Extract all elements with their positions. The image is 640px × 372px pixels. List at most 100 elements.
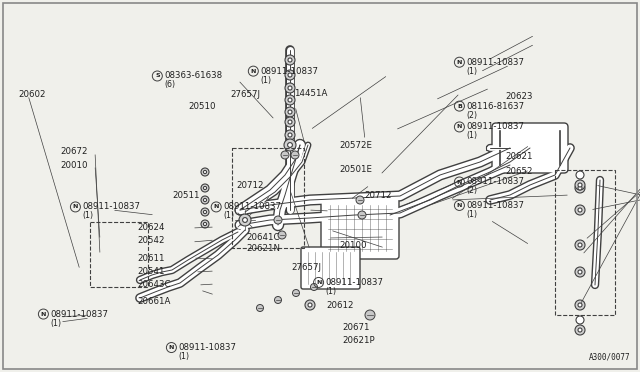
Circle shape: [578, 243, 582, 247]
Text: (1): (1): [179, 352, 189, 361]
Text: (6): (6): [164, 80, 175, 90]
Circle shape: [576, 171, 584, 179]
Circle shape: [578, 186, 582, 190]
Text: 20572E: 20572E: [339, 141, 372, 150]
Text: N: N: [214, 205, 219, 209]
Circle shape: [201, 208, 209, 216]
Text: 20661A: 20661A: [138, 297, 171, 306]
Circle shape: [285, 130, 295, 140]
Circle shape: [285, 55, 295, 65]
Text: (1): (1): [467, 210, 477, 219]
Circle shape: [204, 198, 207, 202]
Text: 27657J: 27657J: [291, 263, 321, 272]
Circle shape: [285, 95, 295, 105]
Circle shape: [305, 300, 315, 310]
Text: 27657J: 27657J: [230, 90, 260, 99]
Text: N: N: [251, 69, 256, 74]
Circle shape: [201, 220, 209, 228]
Circle shape: [243, 218, 248, 222]
Text: N: N: [457, 180, 462, 185]
Circle shape: [274, 216, 282, 224]
Circle shape: [575, 240, 585, 250]
Circle shape: [358, 211, 366, 219]
Circle shape: [275, 296, 282, 304]
FancyBboxPatch shape: [321, 198, 399, 259]
Text: (1): (1): [467, 67, 477, 76]
Text: 20510: 20510: [189, 102, 216, 110]
Text: 20611: 20611: [138, 254, 165, 263]
Circle shape: [285, 117, 295, 127]
Text: N: N: [169, 345, 174, 350]
Circle shape: [285, 83, 295, 93]
Circle shape: [288, 120, 292, 124]
Circle shape: [288, 86, 292, 90]
Text: (1): (1): [260, 76, 271, 85]
Circle shape: [285, 70, 295, 80]
Circle shape: [204, 186, 207, 190]
Text: 20712: 20712: [237, 181, 264, 190]
Text: 08911-10837: 08911-10837: [223, 202, 281, 211]
Circle shape: [288, 110, 292, 114]
Text: N: N: [316, 280, 321, 285]
Text: 20712: 20712: [365, 191, 392, 200]
Circle shape: [575, 325, 585, 335]
Circle shape: [288, 98, 292, 102]
Text: 08363-61638: 08363-61638: [164, 71, 223, 80]
Text: 20612: 20612: [326, 301, 354, 310]
Text: 20621N: 20621N: [246, 244, 280, 253]
Text: (2): (2): [467, 186, 477, 196]
Text: N: N: [457, 203, 462, 208]
Circle shape: [287, 142, 292, 147]
Circle shape: [578, 328, 582, 332]
Circle shape: [284, 139, 296, 151]
Circle shape: [292, 289, 300, 296]
Circle shape: [575, 180, 585, 190]
Text: 08911-10837: 08911-10837: [51, 310, 108, 318]
Circle shape: [204, 170, 207, 174]
Circle shape: [257, 305, 264, 311]
Circle shape: [365, 310, 375, 320]
Text: A300/0077: A300/0077: [588, 353, 630, 362]
Text: 08116-81637: 08116-81637: [467, 102, 525, 110]
Circle shape: [291, 151, 299, 159]
Text: 20602: 20602: [18, 90, 45, 99]
Text: (1): (1): [83, 211, 93, 221]
Circle shape: [201, 196, 209, 204]
FancyBboxPatch shape: [492, 123, 568, 173]
Text: 20621: 20621: [506, 152, 533, 161]
Text: 08911-10837: 08911-10837: [467, 122, 524, 131]
Text: 20672: 20672: [61, 147, 88, 156]
Circle shape: [201, 184, 209, 192]
Circle shape: [288, 133, 292, 137]
Circle shape: [575, 183, 585, 193]
Text: 20541: 20541: [138, 267, 165, 276]
Text: N: N: [41, 312, 46, 317]
Circle shape: [575, 300, 585, 310]
Circle shape: [288, 58, 292, 62]
Text: N: N: [457, 60, 462, 65]
Text: 20100: 20100: [339, 241, 367, 250]
FancyBboxPatch shape: [301, 247, 360, 289]
Text: 20542: 20542: [138, 236, 165, 245]
Text: (1): (1): [326, 287, 337, 296]
Text: B: B: [457, 104, 462, 109]
Text: N: N: [457, 125, 462, 129]
Text: 08911-10837: 08911-10837: [179, 343, 236, 352]
Circle shape: [204, 222, 207, 225]
Circle shape: [308, 303, 312, 307]
Circle shape: [281, 151, 289, 159]
Text: (1): (1): [51, 318, 61, 328]
Text: (1): (1): [467, 131, 477, 141]
Circle shape: [278, 231, 286, 239]
Text: 08911-10837: 08911-10837: [83, 202, 140, 211]
Circle shape: [285, 107, 295, 117]
Text: 08911-10837: 08911-10837: [467, 177, 524, 186]
Text: (2): (2): [467, 110, 477, 120]
Text: 14451A: 14451A: [294, 89, 328, 97]
Text: 20641C: 20641C: [246, 233, 280, 242]
Circle shape: [578, 303, 582, 307]
Text: 20621P: 20621P: [342, 336, 375, 345]
Circle shape: [578, 183, 582, 187]
Circle shape: [575, 267, 585, 277]
Circle shape: [578, 208, 582, 212]
